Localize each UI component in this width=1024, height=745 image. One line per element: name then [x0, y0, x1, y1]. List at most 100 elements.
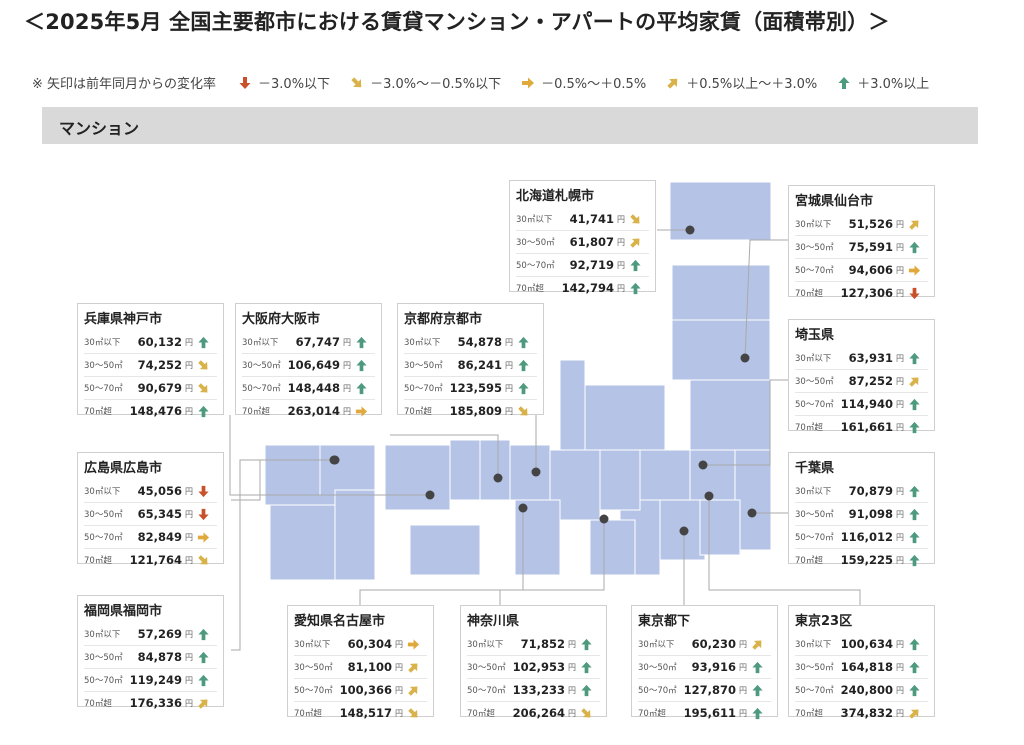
map-region-9 — [699, 499, 741, 556]
city-dot-10 — [599, 514, 609, 524]
city-card: 北海道札幌市 30㎡以下 41,741 円 30～50㎡ 61,807 円 50～70㎡ 92,… — [509, 180, 656, 295]
area-class-label: 30㎡以下 — [84, 338, 121, 348]
area-class-label: 30～50㎡ — [795, 510, 834, 520]
area-class-label: 70㎡超 — [84, 556, 112, 566]
trend-arrow-right-icon — [354, 404, 368, 418]
trend-arrow-up-icon — [516, 381, 530, 395]
trend-arrow-right-icon — [196, 530, 210, 544]
legend-item-up-right: ＋0.5%以上～＋3.0% — [666, 73, 817, 92]
arrow-up-icon — [751, 661, 763, 673]
rent-row: 30㎡以下 60,132 円 — [84, 331, 217, 354]
yen-unit: 円 — [343, 337, 351, 347]
rent-row: 30㎡以下 60,230 円 — [638, 633, 771, 656]
rent-value: 86,241 — [457, 358, 502, 372]
trend-arrow-up-icon — [354, 358, 368, 372]
rent-value: 74,252 — [137, 358, 182, 372]
trend-arrow-up-icon — [196, 335, 210, 349]
city-dot-9 — [518, 503, 528, 513]
city-card: 京都府京都市 30㎡以下 54,878 円 30～50㎡ 86,241 円 50～70㎡ 123… — [397, 303, 544, 418]
city-card: 東京都下 30㎡以下 60,230 円 30～50㎡ 93,916 円 50～70㎡ 127,8… — [631, 605, 778, 720]
rent-row: 30㎡以下 45,056 円 — [84, 480, 217, 503]
area-class-label: 50～70㎡ — [84, 384, 123, 394]
yen-unit: 円 — [395, 639, 403, 649]
yen-unit: 円 — [568, 685, 576, 695]
trend-arrow-up-right-icon — [907, 374, 921, 388]
yen-unit: 円 — [343, 360, 351, 370]
trend-arrow-up-icon — [907, 397, 921, 411]
arrow-up-icon — [197, 336, 209, 348]
rent-row: 30㎡以下 71,852 円 — [467, 633, 600, 656]
city-card: 大阪府大阪市 30㎡以下 67,747 円 30～50㎡ 106,649 円 50～70㎡ 14… — [235, 303, 382, 418]
city-card: 宮城県仙台市 30㎡以下 51,526 円 30～50㎡ 75,591 円 50～70㎡ 94,… — [788, 185, 935, 300]
city-dot-1 — [740, 353, 750, 363]
area-class-label: 30㎡以下 — [242, 338, 279, 348]
yen-unit: 円 — [185, 360, 193, 370]
arrow-up-right-icon — [751, 640, 761, 650]
trend-arrow-up-icon — [907, 351, 921, 365]
yen-unit: 円 — [505, 337, 513, 347]
rent-row: 30㎡以下 70,879 円 — [795, 480, 928, 503]
legend-item-up: ＋3.0%以上 — [837, 73, 929, 92]
trend-arrow-up-icon — [516, 358, 530, 372]
arrow-down-icon — [239, 76, 251, 89]
trend-arrow-up-right-icon — [406, 660, 420, 674]
rent-value: 127,306 — [840, 286, 893, 300]
yen-unit: 円 — [343, 383, 351, 393]
area-class-label: 30㎡以下 — [404, 338, 441, 348]
arrow-up-icon — [908, 638, 920, 650]
trend-arrow-up-icon — [628, 281, 642, 295]
legend-item-down-right: －3.0%～－0.5%以下 — [350, 73, 501, 92]
yen-unit: 円 — [185, 406, 193, 416]
trend-arrow-up-icon — [907, 637, 921, 651]
arrow-up-icon — [751, 707, 763, 719]
area-class-label: 30㎡以下 — [795, 640, 832, 650]
arrow-up-icon — [197, 651, 209, 663]
arrow-up-icon — [355, 359, 367, 371]
city-name: 兵庫県神戸市 — [84, 312, 163, 327]
area-class-label: 70㎡超 — [294, 709, 322, 719]
city-name: 愛知県名古屋市 — [294, 614, 386, 629]
area-class-label: 30～50㎡ — [294, 663, 333, 673]
rent-row: 70㎡超 185,809 円 — [404, 400, 537, 422]
map-region-2 — [671, 319, 771, 381]
yen-unit: 円 — [505, 406, 513, 416]
yen-unit: 円 — [185, 383, 193, 393]
arrow-up-icon — [197, 674, 209, 686]
trend-arrow-up-right-icon — [628, 235, 642, 249]
area-class-label: 70㎡超 — [795, 709, 823, 719]
yen-unit: 円 — [896, 422, 904, 432]
area-class-label: 50～70㎡ — [84, 676, 123, 686]
city-dot-2 — [425, 490, 435, 500]
city-dot-11 — [679, 526, 689, 536]
map-region-4 — [734, 449, 772, 551]
arrow-up-icon — [580, 638, 592, 650]
arrow-up-icon — [517, 359, 529, 371]
leader-line-10 — [499, 519, 605, 605]
yen-unit: 円 — [185, 652, 193, 662]
page-title: ＜2025年5月 全国主要都市における賃貸マンション・アパートの平均家賃（面積帯… — [24, 10, 890, 34]
yen-unit: 円 — [896, 399, 904, 409]
trend-arrow-up-icon — [907, 530, 921, 544]
arrow-up-right-icon — [629, 238, 639, 248]
area-class-label: 30㎡以下 — [638, 640, 675, 650]
rent-row: 30㎡以下 51,526 円 — [795, 213, 928, 236]
yen-unit: 円 — [395, 662, 403, 672]
rent-row: 50～70㎡ 119,249 円 — [84, 669, 217, 692]
area-class-label: 70㎡超 — [84, 699, 112, 709]
rent-value: 81,100 — [347, 660, 392, 674]
city-card: 兵庫県神戸市 30㎡以下 60,132 円 30～50㎡ 74,252 円 50～70㎡ 90,… — [77, 303, 224, 418]
yen-unit: 円 — [896, 376, 904, 386]
rent-value: 195,611 — [683, 706, 736, 720]
rent-value: 90,679 — [137, 381, 182, 395]
arrow-up-icon — [629, 259, 641, 271]
map-region-1 — [671, 264, 771, 321]
city-card: 愛知県名古屋市 30㎡以下 60,304 円 30～50㎡ 81,100 円 50～70㎡ 10… — [287, 605, 434, 720]
trend-arrow-up-icon — [907, 683, 921, 697]
yen-unit: 円 — [568, 662, 576, 672]
trend-arrow-up-icon — [579, 660, 593, 674]
trend-arrow-up-icon — [196, 627, 210, 641]
trend-arrow-up-icon — [907, 507, 921, 521]
area-class-label: 30～50㎡ — [84, 361, 123, 371]
rent-row: 50～70㎡ 133,233 円 — [467, 679, 600, 702]
